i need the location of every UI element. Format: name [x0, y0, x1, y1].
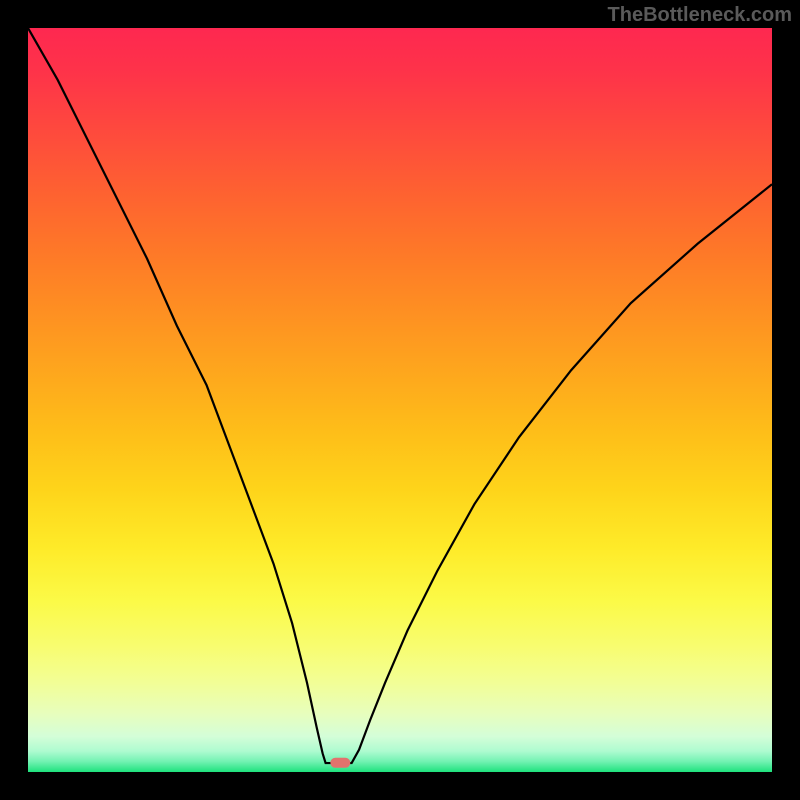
optimum-marker — [331, 758, 350, 768]
plot-area — [28, 28, 772, 772]
watermark-text: TheBottleneck.com — [608, 4, 792, 27]
bottleneck-curve — [28, 28, 772, 772]
